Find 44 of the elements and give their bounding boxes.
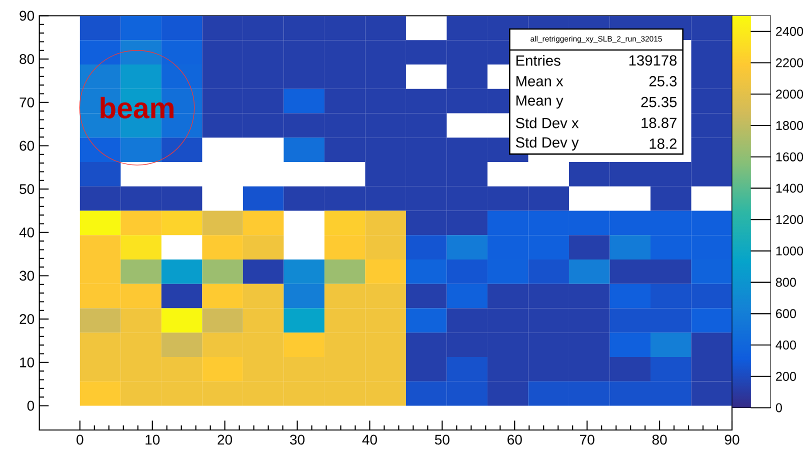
color-bar-label: 800 <box>776 278 796 287</box>
color-bar-label: 2000 <box>776 90 804 99</box>
annotation: Entries <box>516 55 560 66</box>
annotation: Mean y <box>516 95 564 109</box>
y-tick-label: 40 <box>19 227 34 238</box>
y-tick-label: 30 <box>20 270 34 281</box>
color-bar-label: 0 <box>776 403 782 412</box>
x-tick-label: 40 <box>362 434 377 445</box>
y-tick-label: 20 <box>20 314 34 324</box>
color-bar-label: 200 <box>776 372 796 381</box>
y-tick-label: 70 <box>20 97 34 108</box>
y-tick-label: 80 <box>20 54 34 64</box>
x-tick-label: 0 <box>76 434 84 445</box>
y-tick-label: 0 <box>27 400 34 411</box>
x-tick-label: 90 <box>724 434 740 445</box>
y-tick-label: 10 <box>20 357 34 368</box>
y-tick-label: 60 <box>20 140 34 151</box>
x-tick-label: 30 <box>290 434 305 445</box>
annotation: 139178 <box>629 55 677 66</box>
color-bar-label: 1600 <box>776 152 804 162</box>
annotation: 25.3 <box>649 76 677 86</box>
annotation: 18.87 <box>642 118 676 128</box>
y-tick-label: 50 <box>20 184 34 194</box>
x-tick-label: 60 <box>508 434 522 445</box>
x-tick-label: 70 <box>580 434 594 445</box>
x-tick-label: 10 <box>146 434 160 445</box>
color-bar-label: 600 <box>776 309 796 318</box>
annotation: 25.35 <box>641 96 677 108</box>
annotation: Std Dev y <box>516 136 579 151</box>
color-bar-label: 400 <box>776 340 796 350</box>
annotation: Std Dev x <box>516 117 579 128</box>
x-tick-label: 20 <box>218 434 232 445</box>
x-tick-label: 80 <box>652 434 667 445</box>
x-tick-label: 50 <box>434 434 450 445</box>
annotation: beam <box>100 96 174 118</box>
color-bar-label: 2400 <box>776 26 804 36</box>
color-bar-label: 1800 <box>776 121 804 130</box>
annotation: Mean x <box>516 76 564 86</box>
color-bar-label: 1200 <box>776 215 804 224</box>
color-bar-label: 1000 <box>776 246 804 256</box>
annotation: 18.2 <box>650 138 676 149</box>
color-bar-label: 1400 <box>776 184 804 193</box>
color-bar-label: 2200 <box>776 58 804 68</box>
y-tick-label: 90 <box>20 10 34 21</box>
